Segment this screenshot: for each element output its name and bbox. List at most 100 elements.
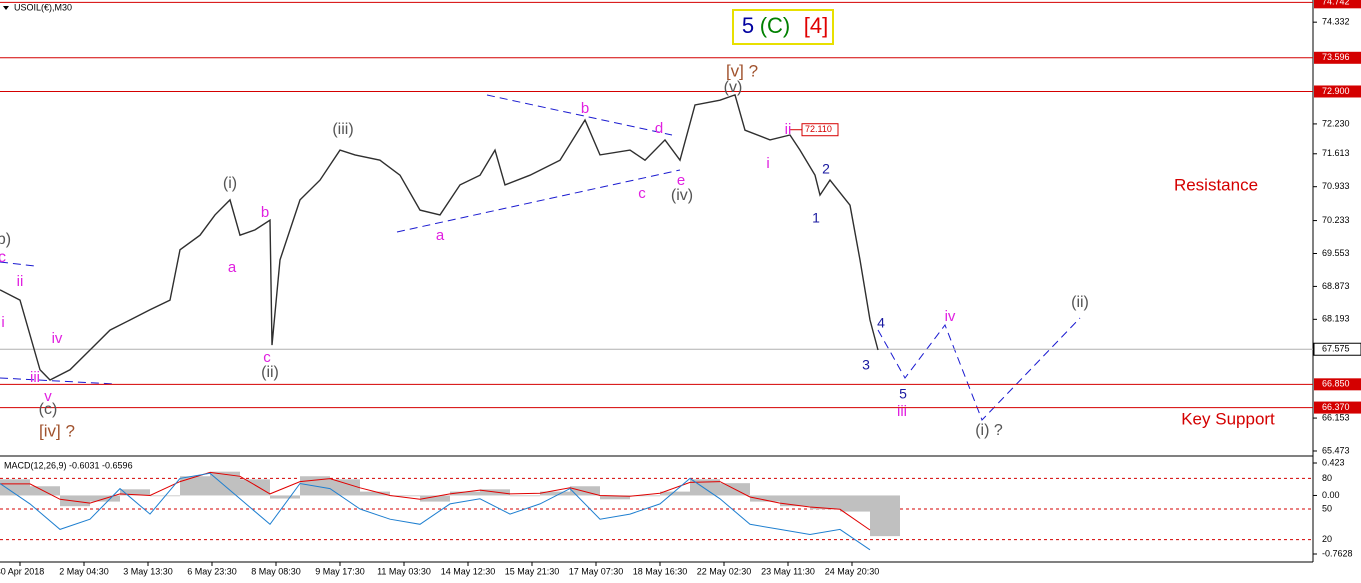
macd-bar bbox=[870, 495, 900, 537]
wave-label: b) bbox=[0, 231, 11, 248]
x-tick-label: 24 May 20:30 bbox=[825, 566, 880, 576]
x-tick-label: 9 May 17:30 bbox=[315, 566, 365, 576]
wave-badge bbox=[732, 9, 834, 45]
indicator-line bbox=[0, 472, 871, 551]
wave-label: i bbox=[766, 155, 769, 172]
x-tick-label: 2 May 04:30 bbox=[59, 566, 109, 576]
x-tick-label: 8 May 08:30 bbox=[251, 566, 301, 576]
wave-label: iv bbox=[52, 330, 63, 347]
marker-tag bbox=[801, 123, 839, 137]
y-tick-label: 74.332 bbox=[1322, 17, 1350, 27]
macd-bar bbox=[420, 495, 450, 502]
macd-bar bbox=[30, 486, 60, 496]
wave-label: b bbox=[581, 100, 589, 117]
wave-label: (v) bbox=[724, 79, 743, 96]
macd-title: MACD(12,26,9) -0.6031 -0.6596 bbox=[4, 460, 133, 470]
macd-bar bbox=[450, 491, 480, 496]
wave-label: 5 bbox=[899, 386, 907, 402]
wave-label: a bbox=[436, 227, 445, 244]
level-tag bbox=[1314, 0, 1361, 9]
y-tick-label: 68.873 bbox=[1322, 281, 1350, 291]
last-price-label: 67.575 bbox=[1322, 344, 1350, 354]
wave-label: c bbox=[263, 349, 271, 366]
level-label: 66.370 bbox=[1322, 402, 1350, 412]
macd-bar bbox=[330, 479, 360, 496]
x-tick-label: 23 May 11:30 bbox=[761, 566, 815, 576]
trendlines bbox=[0, 94, 1081, 421]
macd-bar bbox=[630, 495, 660, 497]
y-tick-label: 0.00 bbox=[1322, 490, 1340, 500]
y-tick-label: 69.553 bbox=[1322, 248, 1350, 258]
last-price-tag bbox=[1313, 342, 1361, 356]
y2-tick-label: 50 bbox=[1322, 503, 1332, 513]
marker-label: 72.110 bbox=[805, 124, 832, 134]
wave-label: v bbox=[44, 388, 52, 405]
wave-label: 1 bbox=[812, 210, 820, 226]
price-line bbox=[0, 93, 879, 381]
indicator-line bbox=[0, 471, 871, 531]
macd-bar bbox=[180, 476, 210, 496]
level-label: 72.900 bbox=[1322, 86, 1350, 96]
macd-bar bbox=[810, 495, 840, 510]
triangle-lower bbox=[396, 169, 681, 233]
wave-label: 3 bbox=[862, 357, 870, 373]
wave-label: i bbox=[1, 314, 4, 331]
x-tick-label: 6 May 23:30 bbox=[187, 566, 237, 576]
y-tick-label: -0.7628 bbox=[1322, 548, 1353, 558]
level-label: 66.850 bbox=[1322, 379, 1350, 389]
wave-label: Key Support bbox=[1181, 409, 1275, 428]
left-line bbox=[0, 377, 116, 385]
y-tick-label: 68.193 bbox=[1322, 314, 1350, 324]
symbol-title: USOIL(€),M30 bbox=[14, 2, 72, 12]
menu-arrow bbox=[3, 6, 9, 10]
y-tick-label: 70.933 bbox=[1322, 181, 1350, 191]
y-tick-label: 70.233 bbox=[1322, 215, 1350, 225]
wave-label: iv bbox=[945, 308, 956, 325]
wave-label: c bbox=[0, 249, 6, 266]
wave-label: Resistance bbox=[1174, 175, 1258, 194]
level-tag bbox=[1314, 401, 1361, 414]
macd-bar bbox=[390, 495, 420, 497]
wave-label: 4 bbox=[877, 315, 885, 331]
x-tick-label: 30 Apr 2018 bbox=[0, 566, 44, 576]
wave-label: c bbox=[638, 185, 646, 202]
macd-bar bbox=[270, 495, 300, 499]
wave-label: (c) bbox=[39, 401, 58, 418]
wave-label: ii bbox=[17, 273, 24, 290]
left-line bbox=[0, 261, 36, 267]
macd-bar bbox=[240, 479, 270, 496]
macd-bar bbox=[840, 495, 870, 512]
wave-label: [v] ? bbox=[726, 61, 758, 80]
wave-label: d bbox=[655, 120, 663, 137]
macd-bar bbox=[540, 491, 570, 496]
wave-label: [iv] ? bbox=[39, 421, 75, 440]
macd-bar bbox=[570, 486, 600, 496]
level-label: 74.742 bbox=[1322, 0, 1350, 7]
wave-label: (i) bbox=[223, 175, 237, 192]
y2-tick-label: 80 bbox=[1322, 473, 1332, 483]
wave-label: b bbox=[261, 204, 269, 221]
macd-bar bbox=[210, 471, 240, 496]
x-tick-label: 3 May 13:30 bbox=[123, 566, 173, 576]
wave-label: a bbox=[228, 259, 237, 276]
macd-bar bbox=[120, 489, 150, 496]
macd-bar bbox=[780, 495, 810, 507]
macd-bar bbox=[750, 495, 780, 502]
level-tag bbox=[1314, 85, 1361, 98]
y-tick-label: 0.423 bbox=[1322, 457, 1345, 467]
triangle-upper bbox=[486, 94, 673, 136]
wave-label: 2 bbox=[822, 161, 830, 177]
x-tick-label: 17 May 07:30 bbox=[569, 566, 624, 576]
macd-bar bbox=[660, 491, 690, 496]
y2-tick-label: 20 bbox=[1322, 534, 1332, 544]
y-tick-label: 65.473 bbox=[1322, 445, 1350, 455]
wave-label: ii bbox=[785, 121, 792, 138]
macd-bar bbox=[360, 491, 390, 496]
wave-label: iii bbox=[897, 403, 907, 420]
wave-label: [4] bbox=[804, 13, 828, 38]
y-tick-label: 71.613 bbox=[1322, 148, 1350, 158]
x-tick-label: 22 May 02:30 bbox=[697, 566, 752, 576]
wave-label: (ii) bbox=[261, 364, 279, 381]
wave-label: (iv) bbox=[671, 187, 693, 204]
